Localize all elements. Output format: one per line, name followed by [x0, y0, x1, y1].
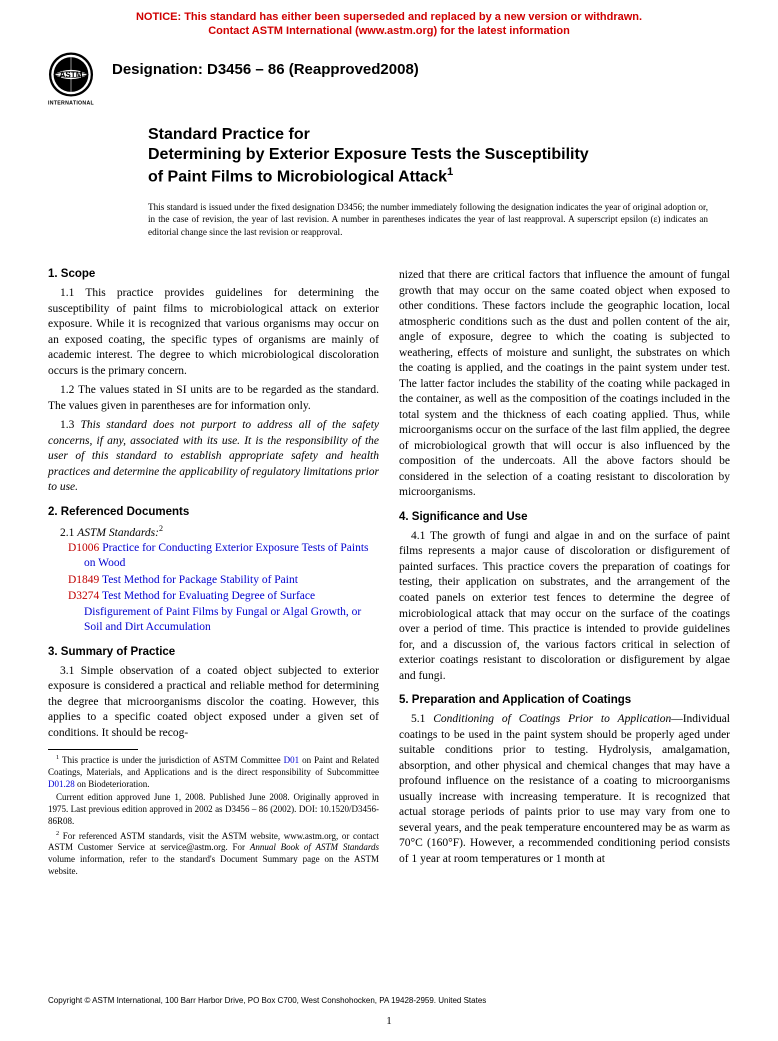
footnote-2: 2 For referenced ASTM standards, visit t…	[48, 830, 379, 878]
title-block: Standard Practice for Determining by Ext…	[0, 107, 778, 191]
para-1-2: 1.2 The values stated in SI units are to…	[48, 383, 379, 414]
left-column: 1. Scope 1.1 This practice provides guid…	[48, 258, 379, 879]
para-3-1a: 3.1 Simple observation of a coated objec…	[48, 664, 379, 742]
ref-d3274: D3274 Test Method for Evaluating Degree …	[48, 589, 379, 636]
designation: Designation: D3456 – 86 (Reapproved2008)	[112, 49, 419, 78]
footnote-rule	[48, 749, 138, 750]
notice-line2: Contact ASTM International (www.astm.org…	[208, 25, 570, 37]
section-2-head: 2. Referenced Documents	[48, 506, 379, 518]
para-4-1: 4.1 The growth of fungi and algae in and…	[399, 529, 730, 684]
title-line1: Standard Practice for	[148, 125, 718, 145]
header: ASTM INTERNATIONAL Designation: D3456 – …	[0, 43, 778, 107]
footnote-1: 1 This practice is under the jurisdictio…	[48, 754, 379, 790]
footnote-1b: Current edition approved June 1, 2008. P…	[48, 792, 379, 827]
copyright: Copyright © ASTM International, 100 Barr…	[48, 996, 486, 1005]
supersession-notice: NOTICE: This standard has either been su…	[0, 0, 778, 43]
section-5-head: 5. Preparation and Application of Coatin…	[399, 694, 730, 706]
section-1-head: 1. Scope	[48, 268, 379, 280]
ref-code[interactable]: D1849	[68, 574, 99, 586]
para-1-1: 1.1 This practice provides guidelines fo…	[48, 286, 379, 379]
section-4-head: 4. Significance and Use	[399, 511, 730, 523]
body-columns: 1. Scope 1.1 This practice provides guid…	[0, 238, 778, 879]
ref-link[interactable]: Practice for Conducting Exterior Exposur…	[84, 542, 369, 570]
svg-text:ASTM: ASTM	[60, 70, 83, 79]
ref-code[interactable]: D3274	[68, 590, 99, 602]
para-5-1: 5.1 Conditioning of Coatings Prior to Ap…	[399, 712, 730, 867]
page-number: 1	[0, 1015, 778, 1027]
ref-link[interactable]: Test Method for Evaluating Degree of Sur…	[84, 590, 361, 633]
ref-link[interactable]: Test Method for Package Stability of Pai…	[99, 574, 298, 586]
astm-logo: ASTM INTERNATIONAL	[42, 49, 100, 107]
para-3-1b: nized that there are critical factors th…	[399, 268, 730, 501]
notice-line1: NOTICE: This standard has either been su…	[136, 11, 642, 23]
title-line2b: of Paint Films to Microbiological Attack…	[148, 165, 718, 187]
ref-d1849: D1849 Test Method for Package Stability …	[48, 573, 379, 589]
right-column: nized that there are critical factors th…	[399, 258, 730, 879]
para-1-3: 1.3 This standard does not purport to ad…	[48, 418, 379, 496]
svg-text:INTERNATIONAL: INTERNATIONAL	[48, 100, 95, 106]
issued-note: This standard is issued under the fixed …	[0, 191, 778, 238]
para-2-1: 2.1 ASTM Standards:2	[48, 524, 379, 539]
ref-d1006: D1006 Practice for Conducting Exterior E…	[48, 541, 379, 572]
ref-code[interactable]: D1006	[68, 542, 99, 554]
section-3-head: 3. Summary of Practice	[48, 646, 379, 658]
title-line2a: Determining by Exterior Exposure Tests t…	[148, 145, 718, 165]
